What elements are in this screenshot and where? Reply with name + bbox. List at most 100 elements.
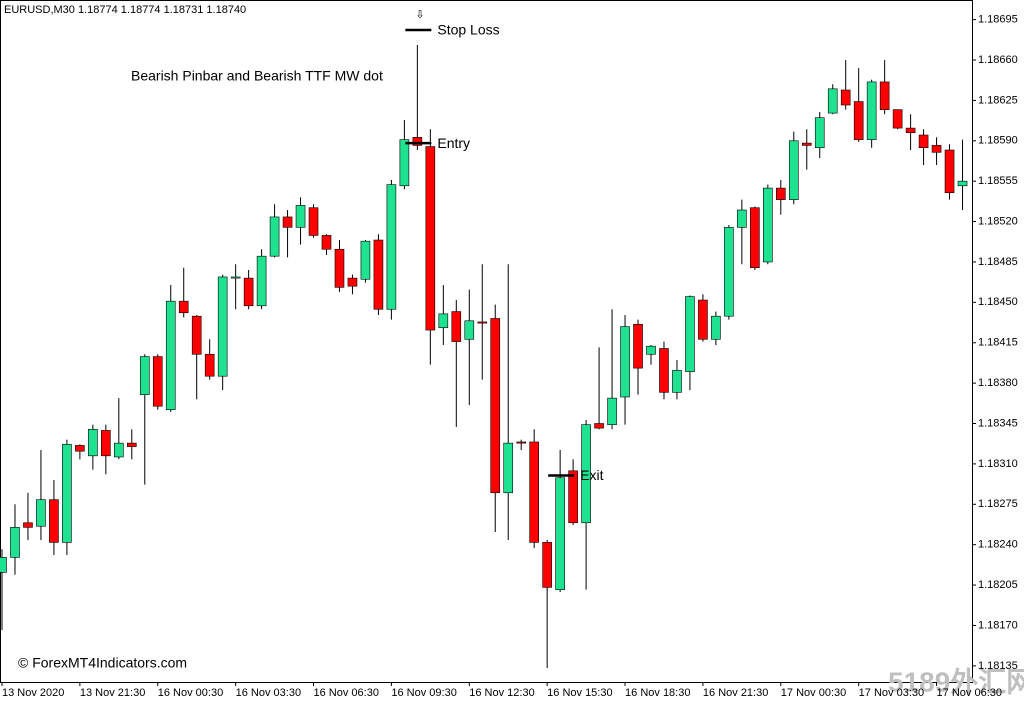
- candle-body: [957, 180, 968, 187]
- candle-body: [892, 109, 903, 129]
- candle-body: [23, 522, 33, 528]
- candle-body: [944, 149, 955, 194]
- candle-body: [931, 145, 942, 153]
- x-tick-label: 16 Nov 12:30: [469, 687, 534, 699]
- candle-body: [243, 277, 254, 307]
- x-tick-label: 16 Nov 15:30: [547, 687, 612, 699]
- candle-body: [724, 227, 734, 317]
- y-tick-label: 1.18450: [978, 296, 1018, 308]
- candle-body: [295, 205, 306, 228]
- candle-body: [373, 239, 384, 310]
- candle-body: [10, 527, 20, 558]
- candle-body: [555, 477, 565, 590]
- candle-body: [438, 313, 449, 329]
- candle-body: [321, 235, 332, 250]
- y-tick-label: 1.18695: [978, 14, 1018, 26]
- candle-body: [217, 276, 228, 377]
- y-tick-label: 1.18310: [978, 458, 1018, 470]
- x-tick-label: 16 Nov 00:30: [158, 687, 223, 699]
- candle-body: [620, 326, 630, 398]
- y-tick-label: 1.18345: [978, 417, 1018, 429]
- candle-body: [542, 542, 552, 588]
- candle-body: [191, 315, 202, 355]
- y-tick-label: 1.18275: [978, 498, 1018, 510]
- y-tick-label: 1.18135: [978, 660, 1018, 672]
- candle-body: [607, 397, 617, 425]
- candle-body: [672, 370, 682, 393]
- candle-body: [750, 207, 760, 269]
- copyright: © ForexMT4Indicators.com: [18, 655, 187, 671]
- candle-body: [879, 81, 890, 110]
- y-tick-label: 1.18520: [978, 215, 1018, 227]
- candle-body: [775, 187, 786, 200]
- x-tick-label: 13 Nov 21:30: [80, 687, 145, 699]
- annotation: Exit: [580, 467, 603, 483]
- arrow-icon: ⇩: [415, 9, 424, 21]
- x-tick-label: 16 Nov 06:30: [314, 687, 379, 699]
- candle-body: [127, 442, 137, 447]
- candle-body: [801, 142, 812, 146]
- candle-body: [399, 139, 410, 187]
- candle-body: [114, 442, 124, 458]
- candle-body: [62, 443, 72, 543]
- candle-body: [36, 499, 46, 527]
- y-tick-label: 1.18590: [978, 135, 1018, 147]
- candle-body: [814, 117, 825, 149]
- y-tick-label: 1.18205: [978, 579, 1018, 591]
- y-tick-label: 1.18415: [978, 337, 1018, 349]
- candle-body: [594, 423, 604, 429]
- plot-frame: [0, 0, 973, 683]
- x-tick-label: 13 Nov 2020: [2, 687, 64, 699]
- candle-body: [204, 353, 215, 377]
- candle-body: [827, 88, 838, 114]
- y-tick-label: 1.18660: [978, 54, 1018, 66]
- candle-body: [0, 557, 7, 573]
- y-tick-label: 1.18485: [978, 256, 1018, 268]
- candle-body: [256, 255, 267, 307]
- candle-body: [360, 240, 371, 280]
- candle-body: [165, 300, 176, 410]
- candle-body: [152, 356, 163, 407]
- y-tick-label: 1.18380: [978, 377, 1018, 389]
- candle-body: [516, 441, 527, 444]
- candle-body: [711, 315, 721, 340]
- x-tick-label: 16 Nov 18:30: [625, 687, 690, 699]
- candle-body: [788, 140, 799, 200]
- candle-body: [230, 276, 241, 279]
- candle-body: [412, 137, 423, 146]
- candle-body: [529, 441, 539, 543]
- annotation: Entry: [437, 135, 470, 151]
- candle-body: [139, 356, 150, 395]
- candle-body: [646, 345, 656, 355]
- x-tick-label: 16 Nov 21:30: [703, 687, 768, 699]
- x-tick-label: 17 Nov 06:30: [937, 687, 1002, 699]
- candle-body: [75, 445, 85, 452]
- candle-body: [581, 424, 591, 524]
- candle-body: [88, 428, 98, 457]
- candle-body: [477, 321, 488, 324]
- candle-body: [918, 134, 929, 149]
- candle-body: [347, 277, 358, 287]
- candle-body: [49, 499, 59, 543]
- note: Bearish Pinbar and Bearish TTF MW dot: [131, 68, 383, 84]
- y-tick-label: 1.18240: [978, 539, 1018, 551]
- candle-body: [490, 318, 501, 494]
- candle-body: [840, 89, 851, 106]
- x-tick-label: 16 Nov 09:30: [391, 687, 456, 699]
- annotation: Stop Loss: [437, 22, 499, 38]
- y-tick-label: 1.18625: [978, 94, 1018, 106]
- candle-body: [853, 101, 864, 140]
- candle-body: [568, 470, 578, 524]
- candle-body: [269, 216, 280, 257]
- candle-body: [633, 323, 643, 369]
- candle-body: [905, 127, 916, 134]
- candle-body: [334, 248, 345, 288]
- candle-body: [685, 296, 695, 372]
- candle-body: [101, 430, 111, 457]
- candle-body: [503, 442, 514, 494]
- x-tick-label: 16 Nov 03:30: [236, 687, 301, 699]
- candle-body: [308, 207, 319, 236]
- y-tick-label: 1.18555: [978, 175, 1018, 187]
- x-tick-label: 17 Nov 03:30: [859, 687, 924, 699]
